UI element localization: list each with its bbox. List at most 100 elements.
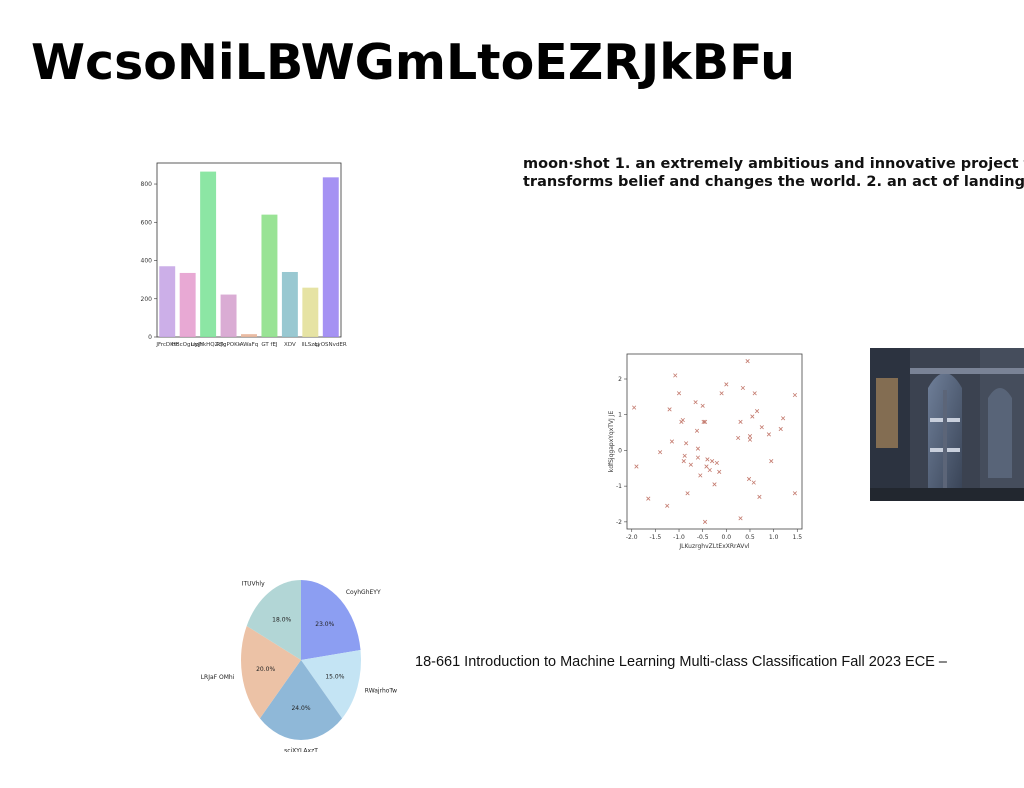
bar xyxy=(179,272,196,337)
scatter-xtick-label: 1.5 xyxy=(792,534,802,541)
pie-slice-label: RWajrhoTw xyxy=(365,688,397,695)
pie-chart: 23.0% CoyhGhEYY 15.0% RWajrhoTw 24.0% sciXYLA… xyxy=(195,572,410,752)
pie-slice xyxy=(246,580,301,660)
pie-percent-label: 20.0% xyxy=(256,666,275,673)
scatter-point xyxy=(705,457,710,462)
bar xyxy=(261,214,278,337)
scatter-point xyxy=(673,373,678,378)
moonshot-definition-text: moon·shot 1. an extremely ambitious and … xyxy=(523,155,1024,191)
scatter-ytick-label: -1 xyxy=(616,483,622,490)
scatter-point xyxy=(747,437,753,442)
scatter-point xyxy=(719,391,724,396)
bar-ytick-label: 600 xyxy=(141,219,153,226)
scatter-xtick-label: 1.0 xyxy=(769,534,779,541)
scatter-point xyxy=(766,432,771,437)
bar-xtick-label: LyOSNvdER xyxy=(315,342,347,348)
scatter-point xyxy=(695,455,701,460)
scatter-point xyxy=(632,405,637,410)
bar-ytick-label: 200 xyxy=(141,296,153,303)
scatter-point xyxy=(746,476,752,482)
scatter-point xyxy=(701,419,706,424)
bar xyxy=(200,171,217,337)
pie-slice xyxy=(301,649,361,719)
scatter-point xyxy=(680,417,685,423)
scatter-point xyxy=(676,391,682,396)
scatter-point xyxy=(747,434,753,439)
bar xyxy=(220,294,237,337)
scatter-point xyxy=(634,464,639,469)
scatter-point xyxy=(736,435,741,441)
scatter-point xyxy=(665,503,670,508)
pie-percent-label: 23.0% xyxy=(315,621,334,628)
scatter-ytick-label: 0 xyxy=(618,447,622,454)
scatter-point xyxy=(769,459,774,464)
definition-line-2: transforms belief and changes the world.… xyxy=(523,174,1024,190)
bar-ytick-label: 800 xyxy=(141,181,153,188)
bar-xtick-label: uyjhkHQZqk xyxy=(191,342,226,348)
scatter-point xyxy=(702,419,708,424)
scatter-point xyxy=(745,359,750,364)
bar-xtick-label: RTgPOKk xyxy=(216,342,242,348)
bar xyxy=(281,271,298,337)
building-photo xyxy=(870,348,1024,501)
scatter-xtick-label: 0.5 xyxy=(745,534,755,541)
bar-xtick-label: GT fEJ xyxy=(261,342,278,348)
scatter-point xyxy=(685,491,690,496)
bar xyxy=(241,334,257,337)
scatter-point xyxy=(780,416,786,421)
scatter-ytick-label: -2 xyxy=(616,519,622,526)
scatter-point xyxy=(682,453,687,458)
scatter-ylabel: kdfSjqgapxYqxTVJ JE xyxy=(608,411,615,473)
scatter-chart-svg: -2.0 -1.5 -1.0 -0.5 0.0 0.5 1.0 1.5 -2 -1 0 1 2 JLKuz… xyxy=(608,353,803,550)
scatter-point xyxy=(738,516,743,521)
scatter-point xyxy=(669,439,675,444)
scatter-point xyxy=(792,392,797,398)
scatter-point xyxy=(700,403,705,408)
definition-line-1: moon·shot 1. an extremely ambitious and … xyxy=(523,156,1024,172)
scatter-point xyxy=(752,391,757,396)
bar-ytick-label: 0 xyxy=(148,334,152,341)
scatter-point xyxy=(646,496,651,501)
scatter-chart: -2.0 -1.5 -1.0 -0.5 0.0 0.5 1.0 1.5 -2 -1 0 1 2 JLKuz… xyxy=(600,345,815,560)
scatter-point xyxy=(667,407,672,412)
scatter-point xyxy=(724,382,729,387)
bar-ytick-label: 400 xyxy=(141,258,153,265)
pie-slice xyxy=(301,580,361,660)
pie-percent-label: 24.0% xyxy=(291,705,310,712)
scatter-point xyxy=(688,462,693,467)
pie-slice xyxy=(241,625,301,719)
pie-percent-label: 15.0% xyxy=(325,673,344,680)
scatter-point xyxy=(717,469,722,474)
scatter-xtick-label: -0.5 xyxy=(697,534,709,541)
bar-xtick-label: AWaFq xyxy=(240,342,259,348)
scatter-point xyxy=(757,494,762,499)
building-facade-image xyxy=(870,348,1024,501)
scatter-plot-frame xyxy=(626,353,803,530)
scatter-xtick-label: -2.0 xyxy=(626,534,638,541)
scatter-point xyxy=(792,491,797,496)
bar-chart: 0 200 400 600 800 JFrcDKtt HBcOgLipJY uyjhkHQZq… xyxy=(140,152,355,357)
scatter-point xyxy=(750,414,755,419)
pie-slice xyxy=(259,660,343,740)
scatter-point xyxy=(740,385,745,391)
scatter-point xyxy=(714,460,719,466)
scatter-point xyxy=(751,480,756,485)
scatter-point xyxy=(778,426,783,432)
scatter-point xyxy=(684,441,689,446)
scatter-point xyxy=(681,459,686,464)
scatter-point xyxy=(698,473,703,478)
bar-xtick-label: JFrcDKtt xyxy=(155,342,179,348)
bar-xtick-label: HBcOgLipJY xyxy=(172,342,204,348)
slide-title: WcsoNiLBWGmLtoEZRJkBFu xyxy=(31,34,796,91)
pie-slice-label: LRJaF OMhi xyxy=(201,674,235,681)
scatter-point xyxy=(658,450,663,455)
scatter-point xyxy=(710,459,715,464)
pie-slice-label: sciXYLAxzT xyxy=(284,747,318,752)
pie-percent-label: 18.0% xyxy=(272,616,291,623)
bar xyxy=(322,177,339,337)
scatter-xtick-label: -1.5 xyxy=(650,534,662,541)
scatter-point xyxy=(759,425,764,430)
bar xyxy=(302,287,319,337)
bar-xtick-label: lILSzqi xyxy=(302,342,320,348)
pie-slice-label: ITUVhly xyxy=(242,581,265,588)
